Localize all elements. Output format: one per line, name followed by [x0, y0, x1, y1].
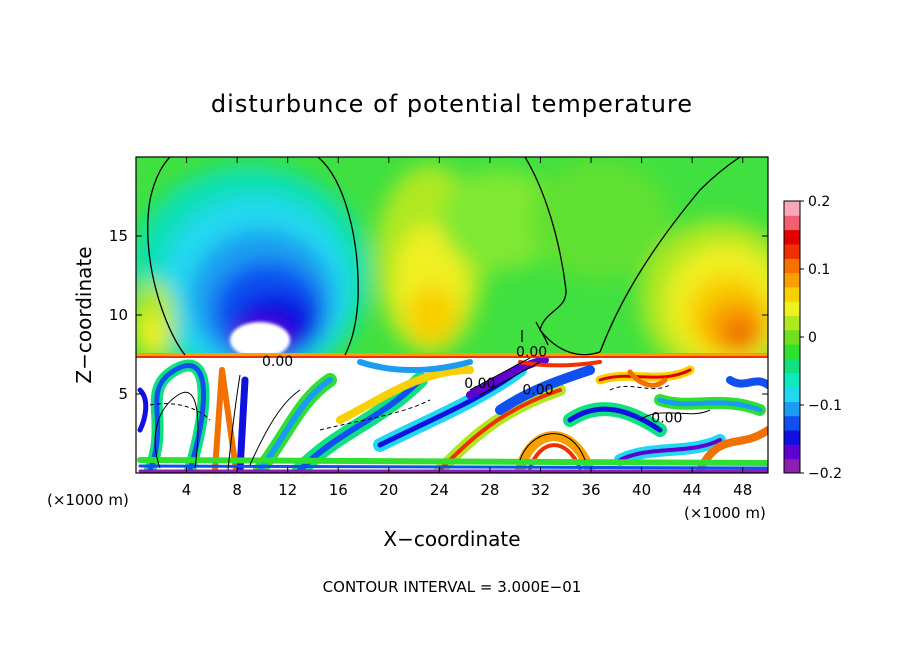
x-tick-label: 28 [480, 481, 499, 499]
colorbar-segment [784, 444, 800, 460]
colorbar: 0.2 0.1 0 −0.1 −0.2 [783, 194, 842, 482]
colorbar-segment [784, 358, 800, 374]
colorbar-tick-label: −0.2 [808, 466, 842, 482]
colorbar-segment [784, 315, 800, 331]
x-tick-label: 40 [632, 481, 651, 499]
x-tick-label: 16 [329, 481, 348, 499]
colorbar-tick-label: 0.2 [808, 194, 830, 210]
colorbar-segment [784, 401, 800, 417]
y-axis: 5 10 15 [109, 227, 768, 403]
x-axis-label: X−coordinate [383, 527, 520, 551]
lower-field [136, 358, 768, 473]
contour-label: 0.00 [464, 376, 495, 392]
contour-label: 0.00 [651, 411, 682, 427]
plot-area [136, 157, 768, 473]
colorbar-segment [784, 243, 800, 259]
colorbar-segment [784, 272, 800, 288]
contour-lines-upper [147, 157, 741, 356]
colorbar-segment [784, 415, 800, 431]
y-tick-label: 5 [118, 385, 128, 403]
contour-labels: 0.00 0.00 0.00 0.00 0.00 [262, 344, 682, 426]
colorbar-segment [784, 387, 800, 402]
contour-interval-note: CONTOUR INTERVAL = 3.000E−01 [323, 578, 582, 596]
colorbar-tick-label: 0 [808, 330, 817, 346]
contour-label: 0.00 [516, 344, 547, 360]
colorbar-segment [784, 215, 800, 231]
colorbar-segment [784, 372, 800, 388]
y-axis-label: Z−coordinate [72, 246, 96, 383]
y-tick-label: 10 [109, 306, 128, 324]
colorbar-segment [784, 430, 800, 445]
colorbar-segment [784, 229, 800, 245]
contour-label: 0.00 [522, 382, 553, 398]
x-tick-label: 4 [182, 481, 192, 499]
colorbar-segment [784, 258, 800, 274]
colorbar-segment [784, 301, 800, 317]
contour-label: 0.00 [262, 354, 293, 370]
y-tick-label: 15 [109, 227, 128, 245]
x-tick-label: 36 [581, 481, 600, 499]
colorbar-tick-label: 0.1 [808, 262, 830, 278]
colorbar-segment [784, 201, 800, 216]
x-tick-label: 8 [232, 481, 242, 499]
colorbar-segment [784, 458, 800, 474]
interface-band [136, 353, 768, 358]
x-axis-unit-left: (×1000 m) [47, 491, 129, 509]
colorbar-tick-label: −0.1 [808, 398, 842, 414]
colorbar-segment [784, 344, 800, 359]
chart-title: disturbunce of potential temperature [211, 90, 693, 118]
x-tick-label: 20 [379, 481, 398, 499]
x-axis-unit-right: (×1000 m) [684, 504, 766, 522]
x-tick-label: 12 [278, 481, 297, 499]
colorbar-segment [784, 286, 800, 302]
colorbar-segment [784, 329, 800, 345]
x-tick-label: 44 [683, 481, 702, 499]
x-tick-label: 24 [430, 481, 449, 499]
white-blob-upper [230, 322, 290, 358]
x-axis: 4 8 12 16 20 24 28 32 36 40 44 48 [182, 157, 752, 499]
x-tick-label: 48 [733, 481, 752, 499]
x-tick-label: 32 [531, 481, 550, 499]
